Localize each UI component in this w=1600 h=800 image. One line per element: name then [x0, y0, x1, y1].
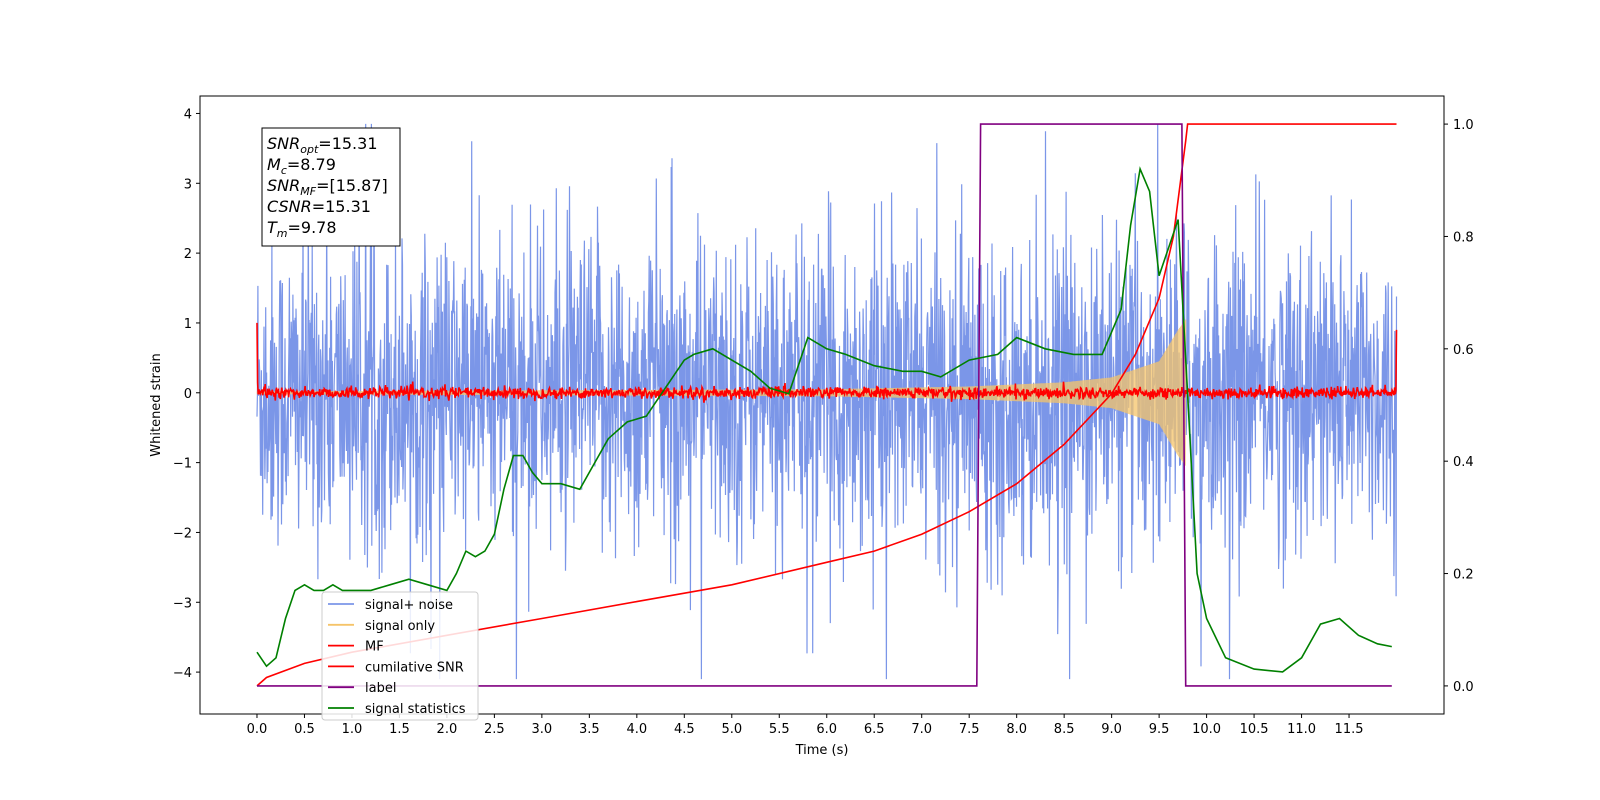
legend: signal+ noise signal only MF cumilative SNR… — [321, 591, 479, 721]
y2-tick-label: 0.4 — [1453, 455, 1474, 470]
x-tick-label: 3.5 — [579, 722, 600, 737]
y-tick-label: 0 — [184, 387, 192, 402]
legend-frame — [321, 591, 479, 721]
y-tick-label: 3 — [184, 177, 192, 192]
x-tick-label: 5.5 — [769, 722, 790, 737]
legend-label-cumilative-snr: cumilative SNR — [365, 660, 464, 675]
y2-tick-label: 0.0 — [1453, 680, 1474, 695]
y-tick-label: −4 — [173, 666, 192, 681]
x-tick-label: 11.5 — [1335, 722, 1364, 737]
y2-tick-label: 0.8 — [1453, 230, 1474, 245]
x-axis-label: Time (s) — [795, 743, 849, 758]
x-tick-label: 6.5 — [864, 722, 885, 737]
y-tick-label: −1 — [173, 457, 192, 472]
x-tick-label: 3.0 — [532, 722, 553, 737]
x-tick-label: 6.0 — [816, 722, 837, 737]
x-tick-label: 4.0 — [626, 722, 647, 737]
axes-layer: 0.0 0.5 1.0 1.5 2.0 2.5 3.0 3.5 4.0 4.5 5.0 5.5 6.0 6… — [173, 107, 1474, 737]
y2-tick-label: 0.6 — [1453, 343, 1474, 358]
x-tick-label: 10.5 — [1240, 722, 1269, 737]
y-tick-label: 4 — [184, 107, 192, 122]
y-axis-label: Whitened strain — [149, 353, 164, 456]
x-tick-label: 9.5 — [1149, 722, 1170, 737]
y-tick-label: −2 — [173, 526, 192, 541]
series-line-mf — [256, 322, 1398, 403]
y2-tick-label: 0.2 — [1453, 568, 1474, 583]
legend-label-signal-statistics: signal statistics — [365, 702, 466, 717]
legend-label-mf: MF — [365, 640, 384, 655]
legend-label-label: label — [365, 681, 396, 696]
info-line: Tm=9.78 — [267, 218, 337, 240]
y-tick-label: 2 — [184, 247, 192, 262]
x-tick-label: 9.0 — [1101, 722, 1122, 737]
x-tick-label: 7.5 — [959, 722, 980, 737]
info-box: SNRopt=15.31Mc=8.79SNRMF=[15.87]CSNR=15.… — [261, 127, 401, 247]
x-tick-label: 11.0 — [1287, 722, 1316, 737]
info-line: SNRopt=15.31 — [267, 134, 378, 156]
series-line-signal-statistics — [256, 166, 1392, 673]
info-line: Mc=8.79 — [267, 155, 336, 177]
y2-tick-label: 1.0 — [1453, 118, 1474, 133]
x-tick-label: 10.0 — [1192, 722, 1221, 737]
y-tick-label: −3 — [173, 596, 192, 611]
x-tick-label: 8.5 — [1054, 722, 1075, 737]
legend-label-signal-only: signal only — [365, 619, 435, 634]
x-tick-label: 4.5 — [674, 722, 695, 737]
y-tick-label: 1 — [184, 317, 192, 332]
x-tick-label: 5.0 — [721, 722, 742, 737]
x-tick-label: 1.0 — [342, 722, 363, 737]
x-tick-label: 2.0 — [437, 722, 458, 737]
info-line: CSNR=15.31 — [267, 197, 371, 216]
x-tick-label: 8.0 — [1006, 722, 1027, 737]
series-line-label — [257, 123, 1392, 687]
x-tick-label: 0.0 — [247, 722, 268, 737]
series-line-signal-noise — [256, 123, 1398, 680]
x-tick-label: 2.5 — [484, 722, 505, 737]
info-line: SNRMF=[15.87] — [267, 176, 388, 198]
x-tick-label: 7.0 — [911, 722, 932, 737]
info-box-frame — [261, 127, 401, 247]
x-tick-label: 0.5 — [294, 722, 315, 737]
legend-label-signal-noise: signal+ noise — [365, 598, 453, 613]
x-tick-label: 1.5 — [389, 722, 410, 737]
plot-frame — [199, 95, 1445, 715]
